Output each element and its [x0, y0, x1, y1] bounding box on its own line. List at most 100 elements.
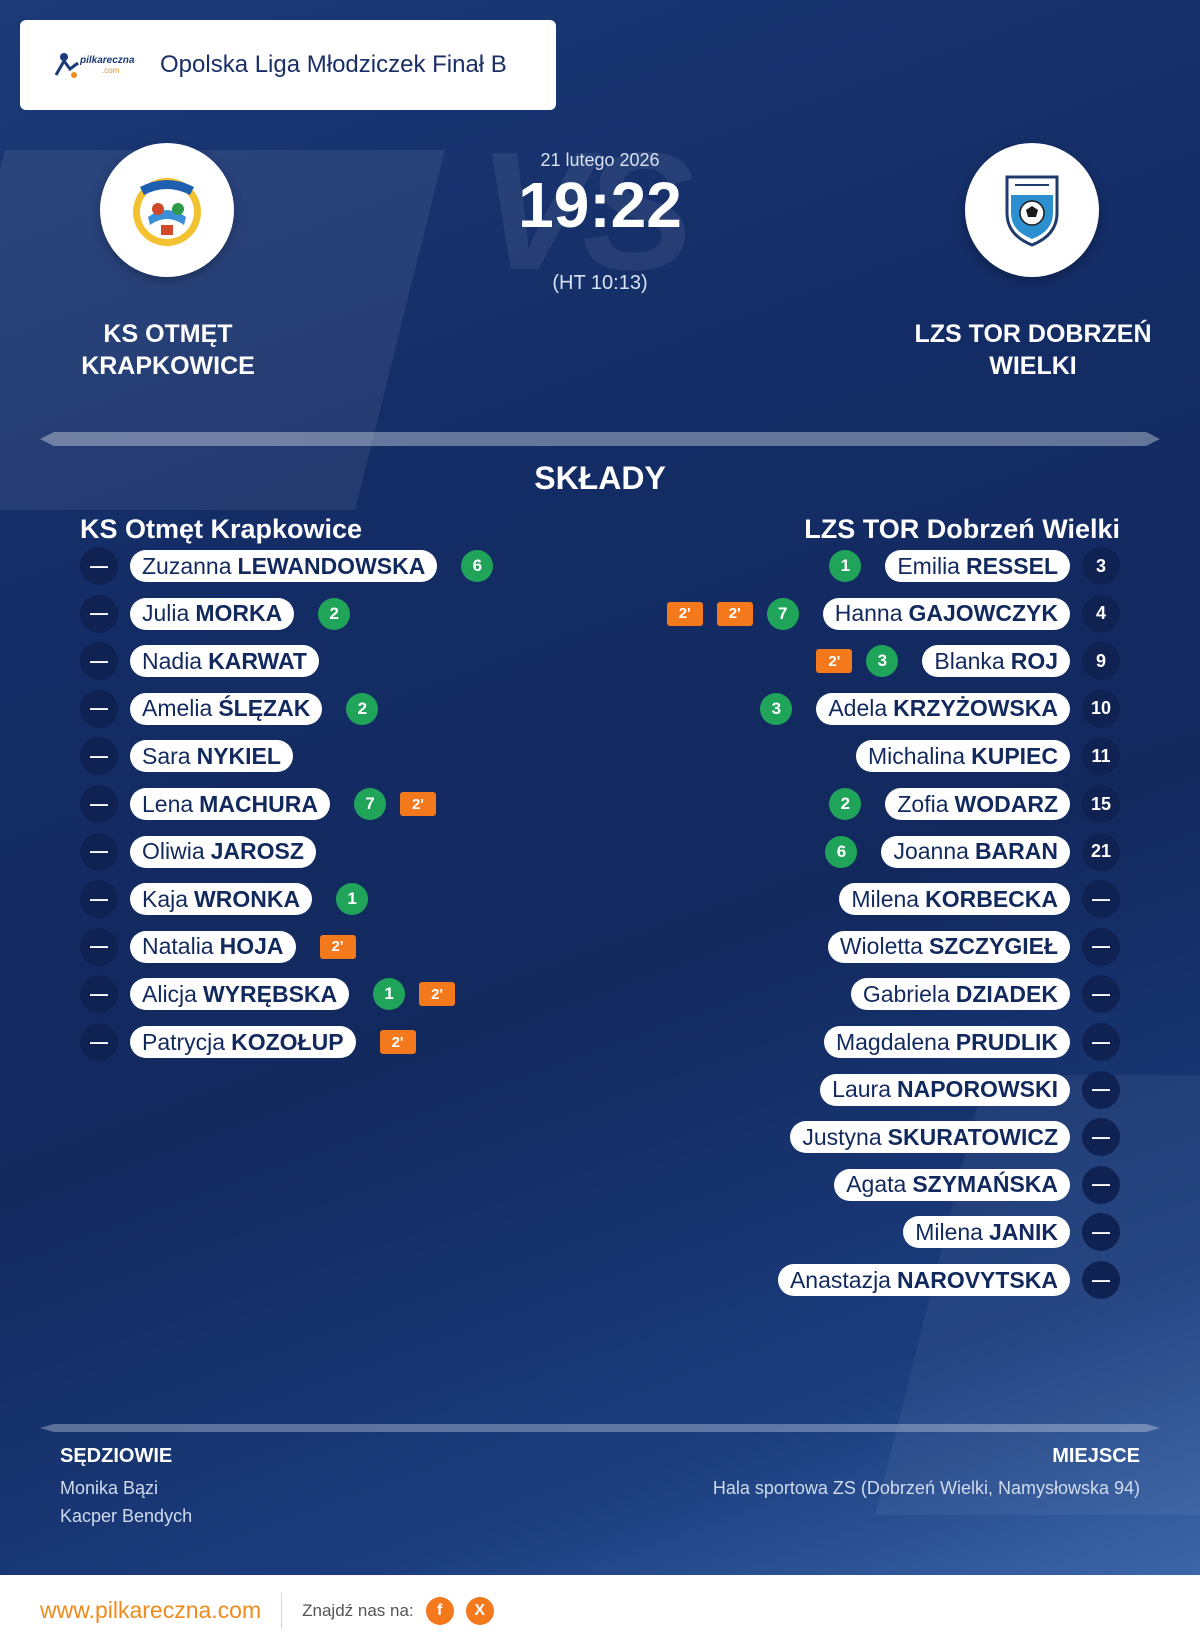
- player-name[interactable]: Patrycja KOZOŁUP: [130, 1026, 356, 1058]
- player-row: 3 Emilia RESSEL 1: [829, 546, 1120, 586]
- player-first-name: Milena: [851, 885, 920, 912]
- player-first-name: Julia: [142, 600, 190, 627]
- player-last-name: KARWAT: [208, 647, 307, 674]
- player-last-name: KORBECKA: [925, 885, 1058, 912]
- player-name[interactable]: Michalina KUPIEC: [855, 740, 1070, 773]
- player-last-name: SZCZYGIEŁ: [928, 933, 1058, 960]
- suspension-badge: 2': [419, 982, 456, 1007]
- player-name[interactable]: Milena KORBECKA: [839, 883, 1070, 916]
- player-row: — Patrycja KOZOŁUP 2': [80, 1022, 416, 1062]
- player-name[interactable]: Adela KRZYŻOWSKA: [816, 692, 1070, 725]
- goals-badge: 3: [760, 692, 793, 725]
- shirt-number: 4: [1082, 594, 1120, 633]
- player-row: — Anastazja NAROVYTSKA: [777, 1260, 1120, 1300]
- player-name[interactable]: Hanna GAJOWCZYK: [822, 597, 1070, 630]
- player-row: — Julia MORKA 2: [80, 594, 351, 634]
- shirt-number: —: [80, 975, 118, 1014]
- referee-name: Kacper Bendych: [60, 1506, 193, 1526]
- player-name[interactable]: Alicja WYRĘBSKA: [130, 978, 350, 1011]
- player-first-name: Hanna: [834, 600, 903, 627]
- player-name[interactable]: Agata SZYMAŃSKA: [834, 1168, 1070, 1201]
- player-name[interactable]: Zofia WODARZ: [885, 788, 1070, 820]
- player-last-name: GAJOWCZYK: [908, 600, 1059, 627]
- player-stats: 2': [319, 934, 356, 959]
- suspension-badge: 2': [379, 1030, 416, 1054]
- player-row: — Natalia HOJA 2': [80, 927, 356, 967]
- player-name[interactable]: Laura NAPOROWSKI: [820, 1073, 1070, 1106]
- suspension-badge: 2': [400, 792, 436, 816]
- home-lineup-title: KS Otmęt Krapkowice: [80, 514, 363, 544]
- shirt-number: —: [80, 880, 118, 919]
- x-icon[interactable]: X: [465, 1596, 494, 1625]
- goals-badge: 7: [354, 788, 386, 820]
- shirt-number: 11: [1082, 737, 1120, 776]
- player-name[interactable]: Magdalena PRUDLIK: [823, 1026, 1070, 1058]
- shirt-number: —: [1082, 975, 1120, 1014]
- player-name[interactable]: Justyna SKURATOWICZ: [790, 1121, 1070, 1154]
- away-team-logo[interactable]: [965, 143, 1099, 277]
- shirt-number: —: [1082, 1118, 1120, 1157]
- referees-label: SĘDZIOWIE: [60, 1445, 173, 1467]
- player-name[interactable]: Milena JANIK: [903, 1216, 1070, 1249]
- player-name[interactable]: Amelia ŚLĘZAK: [130, 692, 323, 725]
- home-team-logo[interactable]: [100, 143, 234, 277]
- player-name[interactable]: Kaja WRONKA: [130, 883, 313, 916]
- lzs-tor-crest-icon: [1005, 175, 1059, 247]
- player-name[interactable]: Blanka ROJ: [922, 645, 1070, 678]
- facebook-icon[interactable]: f: [425, 1596, 454, 1625]
- player-name[interactable]: Joanna BARAN: [881, 835, 1070, 868]
- player-row: 15 Zofia WODARZ 2: [829, 784, 1120, 824]
- shirt-number: 10: [1082, 689, 1120, 728]
- goals-badge: 1: [336, 883, 369, 916]
- player-first-name: Blanka: [934, 647, 1005, 674]
- shirt-number: —: [1082, 927, 1120, 966]
- player-last-name: NAROVYTSKA: [896, 1266, 1058, 1293]
- player-name[interactable]: Nadia KARWAT: [130, 645, 319, 678]
- player-row: — Alicja WYRĘBSKA 1 2': [80, 974, 456, 1014]
- player-first-name: Laura: [832, 1076, 891, 1103]
- player-stats: 3 2': [816, 645, 899, 678]
- player-name[interactable]: Gabriela DZIADEK: [850, 978, 1070, 1011]
- player-last-name: BARAN: [974, 838, 1058, 865]
- player-last-name: WRONKA: [194, 885, 301, 912]
- player-last-name: MACHURA: [199, 790, 318, 817]
- player-name[interactable]: Wioletta SZCZYGIEŁ: [827, 930, 1070, 963]
- player-stats: 3: [760, 692, 793, 725]
- player-name[interactable]: Anastazja NAROVYTSKA: [777, 1264, 1070, 1296]
- player-last-name: KUPIEC: [971, 742, 1058, 769]
- player-first-name: Natalia: [142, 933, 214, 960]
- goals-badge: 3: [866, 645, 899, 678]
- player-row: — Sara NYKIEL: [80, 736, 293, 776]
- player-name[interactable]: Natalia HOJA: [130, 930, 296, 963]
- player-stats: 1 2': [373, 978, 456, 1011]
- player-name[interactable]: Sara NYKIEL: [130, 740, 293, 773]
- player-name[interactable]: Emilia RESSEL: [885, 550, 1070, 582]
- pilkareczna-logo[interactable]: pilkareczna .com: [50, 45, 140, 85]
- player-first-name: Gabriela: [862, 980, 950, 1007]
- player-row: 21 Joanna BARAN 6: [825, 832, 1120, 872]
- league-title: Opolska Liga Młodziczek Finał B: [160, 51, 507, 78]
- goals-badge: 7: [766, 597, 799, 630]
- divider: [40, 1424, 1160, 1432]
- site-link[interactable]: www.pilkareczna.com: [40, 1597, 262, 1623]
- goals-badge: 2: [346, 692, 379, 725]
- player-last-name: DZIADEK: [955, 980, 1058, 1007]
- player-row: — Laura NAPOROWSKI: [820, 1070, 1120, 1110]
- halftime-score: (HT 10:13): [552, 272, 648, 294]
- shirt-number: —: [80, 1023, 118, 1061]
- player-row: — Gabriela DZIADEK: [850, 974, 1120, 1014]
- player-first-name: Oliwia: [142, 838, 205, 865]
- match-score: 19:22: [518, 169, 682, 241]
- player-first-name: Zuzanna: [142, 552, 232, 579]
- match-date: 21 lutego 2026: [540, 150, 660, 170]
- shirt-number: —: [80, 594, 118, 633]
- shirt-number: —: [1082, 1213, 1120, 1252]
- player-name[interactable]: Julia MORKA: [130, 597, 295, 630]
- player-name[interactable]: Oliwia JAROSZ: [130, 835, 316, 868]
- player-last-name: HOJA: [219, 933, 284, 960]
- player-name[interactable]: Zuzanna LEWANDOWSKA: [130, 550, 438, 582]
- player-name[interactable]: Lena MACHURA: [130, 788, 330, 820]
- shirt-number: 15: [1082, 785, 1120, 823]
- player-last-name: ROJ: [1010, 647, 1058, 674]
- goals-badge: 6: [461, 550, 494, 582]
